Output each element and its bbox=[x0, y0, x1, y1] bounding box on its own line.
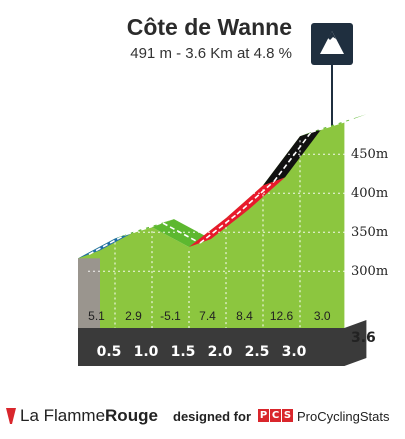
mountain-icon bbox=[311, 23, 353, 65]
profile-top-segment bbox=[152, 219, 211, 248]
gradient-label: 8.4 bbox=[236, 309, 253, 323]
km-marker-label: 3.0 bbox=[282, 344, 307, 360]
brand-bold: Rouge bbox=[105, 406, 158, 425]
km-marker-label: 1.5 bbox=[171, 344, 196, 360]
altitude-tick-label: 450m bbox=[351, 147, 388, 162]
profile-base-band bbox=[78, 320, 367, 366]
km-marker-label: 2.0 bbox=[208, 344, 233, 360]
gradient-label: 12.6 bbox=[270, 309, 294, 323]
climb-title: Côte de Wanne bbox=[126, 14, 292, 40]
profile-top-segment bbox=[78, 230, 137, 259]
altitude-tick-label: 400m bbox=[351, 186, 388, 201]
profile-top-segment bbox=[189, 210, 248, 248]
climb-subtitle: 491 m - 3.6 Km at 4.8 % bbox=[130, 45, 292, 62]
gradient-label: 5.1 bbox=[88, 309, 105, 323]
gradient-label: -5.1 bbox=[160, 309, 181, 323]
climb-profile-chart: 450m 400m 350m 300m 5.1 2.9 -5.1 7.4 8.4 12.6 3.0 0… bbox=[78, 114, 388, 366]
gradient-label: 7.4 bbox=[199, 309, 216, 323]
pcs-letter: P bbox=[258, 409, 269, 422]
profile-centerline bbox=[273, 131, 312, 182]
km-marker-label: 0.5 bbox=[97, 344, 122, 360]
gradient-label: 3.0 bbox=[314, 309, 331, 323]
km-marker-label: 2.5 bbox=[245, 344, 270, 360]
altitude-tick-label: 350m bbox=[351, 225, 388, 240]
pcs-letter: C bbox=[270, 409, 281, 422]
brand-logo: La FlammeRouge bbox=[20, 406, 158, 426]
profile-front-face bbox=[78, 122, 345, 328]
pcs-letter: S bbox=[282, 409, 293, 422]
gradient-label: 2.9 bbox=[125, 309, 142, 323]
pcs-name: ProCyclingStats bbox=[297, 409, 390, 424]
designed-for-label: designed for bbox=[173, 409, 252, 424]
profile-centerline bbox=[236, 180, 275, 215]
km-marker-label: 1.0 bbox=[134, 344, 159, 360]
summit-marker-pole bbox=[331, 65, 333, 131]
profile-centerline bbox=[162, 222, 201, 244]
profile-top-segment bbox=[263, 128, 322, 186]
profile-centerline bbox=[88, 233, 127, 256]
km-marker-label: 3.6 bbox=[351, 330, 376, 346]
altitude-tick-label: 300m bbox=[351, 264, 388, 279]
profile-centerline bbox=[125, 222, 164, 236]
brand-light: La Flamme bbox=[20, 406, 106, 425]
pcs-logo: P C S bbox=[258, 409, 293, 423]
flame-logo-icon bbox=[5, 407, 17, 425]
